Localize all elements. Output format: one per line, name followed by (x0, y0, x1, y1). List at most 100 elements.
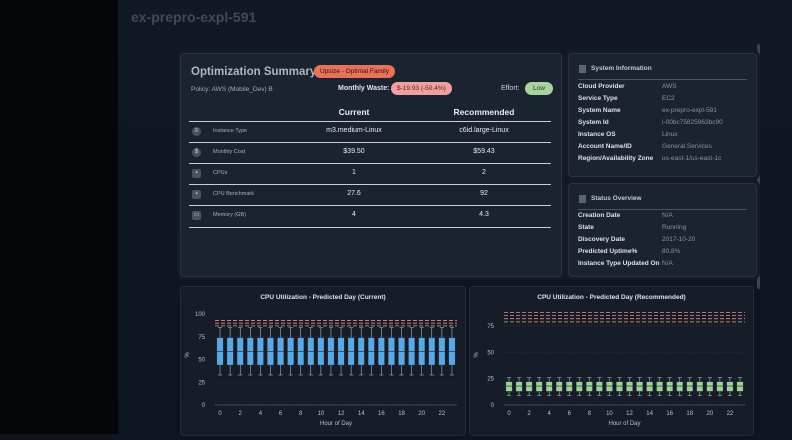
info-key: System Name (578, 107, 621, 114)
recommended-value: $59.43 (473, 148, 495, 155)
x-tick-label: 20 (418, 411, 425, 417)
page-title: ex-prepro-expl-591 (131, 9, 257, 25)
y-axis-label: % (474, 352, 480, 358)
cpu-chart-current-panel: CPU Utilization - Predicted Day (Current… (180, 286, 466, 436)
x-tick-label: 22 (439, 411, 446, 417)
x-tick-label: 4 (259, 411, 263, 417)
box-mark (656, 381, 663, 392)
cpu-benchmark-icon: ▪ (192, 190, 201, 199)
y-tick-label: 75 (487, 324, 494, 330)
divider (578, 79, 747, 80)
x-tick-label: 16 (666, 411, 673, 417)
row-label: CPUs (213, 170, 228, 176)
box-mark (525, 381, 533, 392)
info-value: ex-prepro-expl-591 (662, 107, 717, 114)
info-value: AWS (662, 83, 677, 90)
y-tick-label: 25 (198, 380, 205, 386)
monthly-waste-badge: $-19.93 (-50.4%) (391, 82, 452, 95)
left-sidebar (0, 0, 118, 434)
x-tick-label: 14 (646, 411, 653, 417)
document-icon (579, 65, 586, 73)
box-mark (545, 381, 553, 392)
box-mark (555, 381, 563, 392)
recommended-value: 4.3 (479, 211, 489, 218)
status-key: Discovery Date (578, 236, 625, 243)
box-mark (736, 381, 744, 392)
box-mark (505, 381, 513, 392)
x-axis-label: Hour of Day (608, 421, 640, 427)
recommended-value: c6id.large-Linux (459, 127, 509, 134)
cpu-chart-recommended: CPU Utilization - Predicted Day (Recomme… (474, 294, 745, 427)
document-icon (579, 195, 586, 203)
box-mark (616, 381, 623, 392)
status-value: N/A (662, 212, 673, 219)
monthly-waste-label: Monthly Waste: (338, 85, 390, 92)
status-key: Instance Type Updated On (578, 260, 660, 267)
box-mark (576, 381, 583, 392)
scrollbar[interactable] (757, 44, 760, 289)
x-tick-label: 16 (378, 411, 385, 417)
info-value: General Services (662, 143, 712, 150)
x-tick-label: 0 (507, 411, 511, 417)
status-value: Running (662, 224, 687, 231)
upsize-badge: Upsize - Optimal Family (314, 65, 395, 78)
x-tick-label: 12 (338, 411, 345, 417)
y-tick-label: 0 (491, 403, 495, 409)
memory-icon: ▭ (192, 211, 201, 220)
info-key: Cloud Provider (578, 83, 625, 90)
box-mark (566, 381, 573, 392)
y-tick-label: 50 (198, 358, 205, 364)
chart-title: CPU Utilization - Predicted Day (Current… (260, 294, 385, 301)
row-label: Instance Type (213, 128, 248, 134)
box-mark (696, 381, 704, 392)
y-axis-label: % (185, 352, 191, 358)
cpu-chart-recommended-panel: CPU Utilization - Predicted Day (Recomme… (469, 286, 754, 436)
current-value: 1 (352, 169, 356, 176)
status-key: Predicted Uptime% (578, 248, 638, 255)
y-tick-label: 100 (195, 312, 206, 318)
recommended-value: 92 (480, 190, 488, 197)
comparison-row-memory: ▭ Memory (GB) 4 4.3 (189, 205, 551, 228)
status-value: N/A (662, 260, 673, 267)
status-key: Creation Date (578, 212, 621, 219)
x-tick-label: 18 (686, 411, 693, 417)
effort-badge: Low (525, 82, 553, 95)
optimization-summary-card: Optimization Summary Upsize - Optimal Fa… (180, 53, 562, 277)
x-tick-label: 6 (279, 411, 283, 417)
info-value: i-00bc75825963bc90 (662, 119, 723, 126)
policy-label: Policy: AWS (Mobile_Dev) B (191, 86, 273, 93)
x-tick-label: 12 (626, 411, 633, 417)
x-tick-label: 10 (606, 411, 613, 417)
box-mark (726, 381, 734, 392)
current-value: 27.6 (347, 190, 361, 197)
box-mark (596, 381, 603, 392)
system-information-title: System Information (591, 65, 652, 72)
effort-label: Effort: (501, 85, 520, 92)
box-mark (606, 381, 613, 392)
x-tick-label: 6 (568, 411, 572, 417)
current-value: m3.medium-Linux (326, 127, 382, 134)
cpu-chart-current: CPU Utilization - Predicted Day (Current… (185, 294, 457, 427)
info-value: Linux (662, 131, 678, 138)
monthly-cost-icon: $ (192, 148, 201, 157)
recommended-value: 2 (482, 169, 486, 176)
box-mark (646, 381, 653, 392)
status-overview-card: Status Overview Creation Date N/A State Ru… (568, 183, 757, 277)
x-tick-label: 22 (727, 411, 734, 417)
box-mark (586, 381, 593, 392)
comparison-row-instance-type: ≡ Instance Type m3.medium-Linux c6id.lar… (189, 121, 551, 143)
info-value: EC2 (662, 95, 675, 102)
recommended-header: Recommended (453, 107, 515, 117)
box-mark (515, 381, 523, 392)
system-information-card: System Information Cloud Provider AWS Ser… (568, 53, 757, 177)
chart-title: CPU Utilization - Predicted Day (Recomme… (537, 294, 685, 301)
y-tick-label: 75 (198, 335, 205, 341)
x-tick-label: 20 (707, 411, 714, 417)
row-label: Memory (GB) (213, 212, 246, 218)
box-mark (535, 381, 543, 392)
x-tick-label: 8 (299, 411, 303, 417)
info-key: Region/Availability Zone (578, 155, 654, 162)
instance-type-icon: ≡ (192, 127, 201, 136)
status-key: State (578, 224, 594, 231)
box-mark (716, 381, 724, 392)
